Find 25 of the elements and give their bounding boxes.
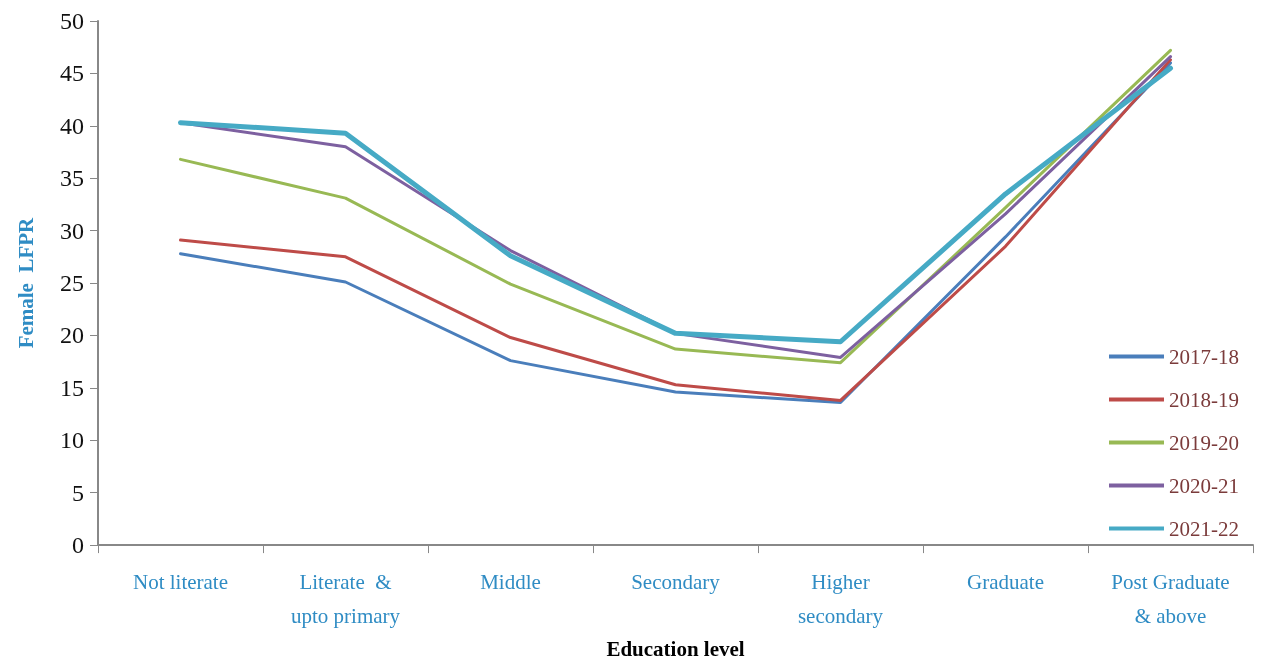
- legend-label: 2021-22: [1169, 516, 1240, 541]
- legend-label: 2020-21: [1169, 473, 1240, 498]
- y-tick-label: 5: [72, 479, 84, 506]
- y-tick-label: 20: [60, 322, 84, 349]
- x-tick-label: Not literate: [132, 570, 229, 595]
- y-tick-label: 30: [60, 217, 84, 244]
- y-tick-label: 50: [60, 8, 84, 34]
- x-tick-label: Higher secondary: [797, 570, 884, 629]
- y-tick-label: 45: [60, 60, 84, 87]
- legend-label: 2019-20: [1169, 430, 1240, 455]
- y-tick-label: 0: [72, 532, 84, 559]
- y-axis-title: Female LFPR: [13, 216, 38, 349]
- x-tick-label: Middle: [480, 570, 541, 595]
- legend-label: 2018-19: [1169, 387, 1240, 412]
- y-tick-label: 40: [60, 112, 84, 139]
- y-tick-label: 10: [60, 427, 84, 454]
- legend-label: 2017-18: [1169, 344, 1240, 369]
- x-tick-label: Post Graduate & above: [1111, 570, 1230, 629]
- x-tick-label: Secondary: [631, 570, 721, 595]
- x-axis-title: Education level: [606, 636, 745, 661]
- x-tick-label: Literate & upto primary: [290, 570, 401, 629]
- y-tick-label: 35: [60, 165, 84, 192]
- y-tick-label: 25: [60, 270, 84, 297]
- y-tick-label: 15: [60, 374, 84, 401]
- x-tick-label: Graduate: [967, 570, 1044, 595]
